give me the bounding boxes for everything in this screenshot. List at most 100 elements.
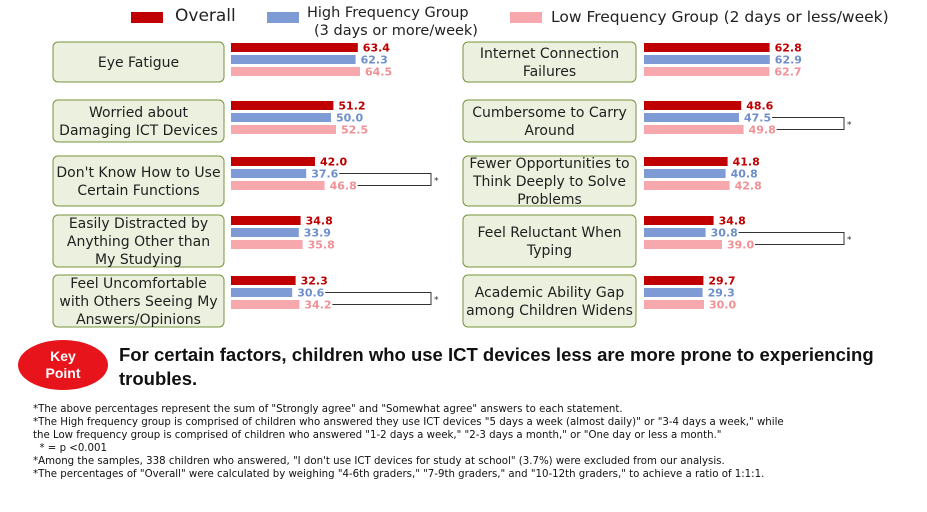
data-label: 32.3 (301, 275, 328, 288)
bar-high (644, 55, 770, 64)
data-label: 52.5 (341, 124, 368, 137)
legend-label-high-line2: (3 days or more/week) (314, 23, 478, 39)
data-label: 34.2 (304, 299, 331, 312)
bar-high (644, 169, 726, 178)
data-label: 39.0 (727, 239, 754, 252)
bar-overall (644, 276, 704, 285)
footnote: *The above percentages represent the sum… (33, 404, 623, 415)
bar-overall (231, 157, 315, 166)
bar-high (231, 288, 293, 297)
data-label: 62.9 (775, 54, 802, 67)
data-label: 34.8 (306, 215, 333, 228)
category-label: Feel Uncomfortable with Others Seeing My A… (59, 276, 217, 328)
footnotes: *The above percentages represent the sum… (33, 404, 913, 481)
category-label: Feel Reluctant When Typing (477, 225, 621, 259)
data-label: 30.6 (297, 287, 324, 300)
bar-low (231, 240, 303, 249)
bar-low (231, 300, 300, 309)
category-label: Don't Know How to Use Certain Functions (56, 165, 220, 199)
bar-overall (231, 43, 358, 52)
bar-overall (644, 216, 714, 225)
key-point-badge-line1: Key (50, 348, 76, 364)
significance-marker: * (434, 296, 439, 306)
legend-label-low: Low Frequency Group (2 days or less/week… (551, 8, 889, 26)
key-point-badge-line2: Point (45, 365, 81, 381)
data-label: 29.7 (708, 275, 735, 288)
bar-high (231, 228, 299, 237)
data-label: 30.0 (709, 299, 736, 312)
legend-label-high-line1: High Frequency Group (307, 5, 469, 21)
key-point: Key Point For certain factors, children … (18, 340, 918, 396)
significance-bracket (325, 292, 432, 305)
data-label: 63.4 (363, 42, 390, 55)
data-label: 30.8 (711, 227, 738, 240)
category-label: Academic Ability Gap among Children Widen… (466, 285, 633, 319)
bar-low (644, 125, 744, 134)
key-point-badge: Key Point (18, 340, 108, 390)
legend-swatch-overall (131, 12, 163, 23)
category-label: Cumbersome to Carry Around (472, 105, 627, 139)
bar-low (231, 67, 360, 76)
footnote: the Low frequency group is comprised of … (33, 429, 722, 441)
category-label: Worried about Damaging ICT Devices (59, 105, 218, 139)
bar-high (231, 169, 307, 178)
data-label: 46.8 (330, 180, 357, 193)
bar-low (231, 125, 336, 134)
data-label: 33.9 (304, 227, 331, 240)
bar-overall (644, 101, 742, 110)
chart: Eye Fatigue 63.462.364.5 Worried about Dama… (52, 41, 852, 328)
data-label: 29.3 (708, 287, 735, 300)
data-label: 47.5 (744, 112, 771, 125)
category-box (462, 274, 637, 328)
significance-marker: * (847, 236, 852, 246)
category-box (462, 155, 637, 207)
footnote: *The High frequency group is comprised o… (33, 416, 784, 428)
data-label: 35.8 (308, 239, 335, 252)
legend-label-overall: Overall (175, 6, 236, 26)
data-label: 62.7 (774, 66, 801, 79)
key-point-text: For certain factors, children who use IC… (119, 344, 874, 389)
category-box (52, 99, 225, 143)
data-label: 41.8 (733, 156, 760, 169)
bar-high (231, 55, 356, 64)
bar-high (644, 113, 739, 122)
category-label: Eye Fatigue (98, 55, 179, 71)
footnote: *The percentages of "Overall" were calcu… (33, 468, 765, 480)
bar-overall (231, 216, 301, 225)
category-label: Internet Connection Failures (480, 46, 619, 80)
data-label: 62.3 (361, 54, 388, 67)
data-label: 37.6 (311, 168, 338, 181)
bar-low (644, 67, 770, 76)
legend-swatch-high (267, 12, 299, 23)
category-label: Fewer Opportunities to Think Deeply to So… (469, 156, 629, 208)
category-box (52, 274, 225, 328)
bar-overall (231, 101, 334, 110)
bar-low (644, 300, 704, 309)
data-label: 48.6 (746, 100, 773, 113)
bar-high (644, 228, 706, 237)
significance-marker: * (847, 121, 852, 131)
data-label: 49.8 (749, 124, 776, 137)
bar-high (231, 113, 331, 122)
footnote: * = p <0.001 (33, 442, 107, 454)
bar-high (644, 288, 703, 297)
bar-low (231, 181, 325, 190)
bar-overall (231, 276, 296, 285)
significance-bracket (772, 117, 845, 130)
legend: Overall High Frequency Group (3 days or … (0, 0, 927, 40)
significance-bracket (339, 173, 432, 186)
category-box (462, 41, 637, 83)
data-label: 42.0 (320, 156, 347, 169)
data-label: 40.8 (731, 168, 758, 181)
data-label: 50.0 (336, 112, 363, 125)
data-label: 42.8 (735, 180, 762, 193)
significance-marker: * (434, 177, 439, 187)
bar-overall (644, 43, 770, 52)
data-label: 51.2 (338, 100, 365, 113)
category-box (52, 155, 225, 207)
data-label: 64.5 (365, 66, 392, 79)
bar-low (644, 240, 722, 249)
category-box (52, 214, 225, 268)
data-label: 34.8 (719, 215, 746, 228)
category-box (462, 99, 637, 143)
